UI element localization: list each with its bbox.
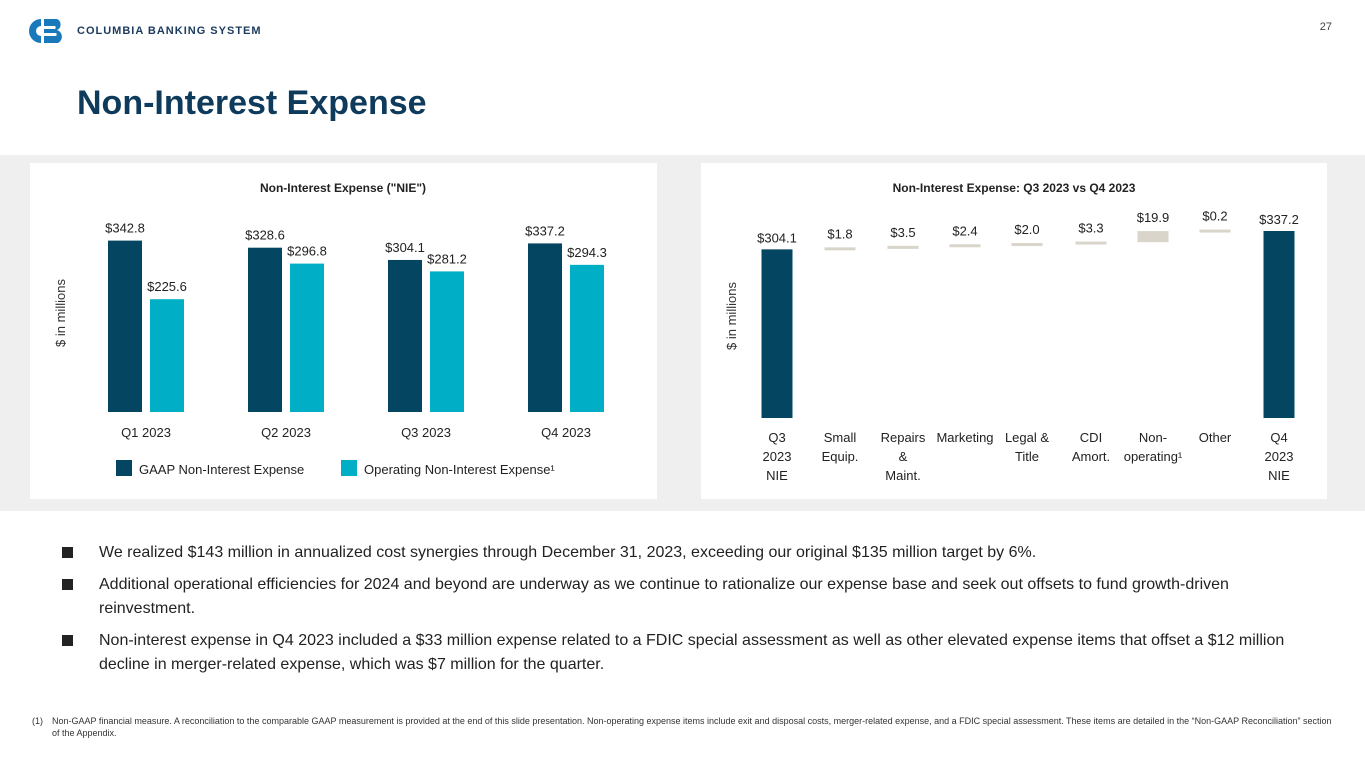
bullet-text: We realized $143 million in annualized c… (99, 544, 1037, 561)
bullet-square-icon (62, 635, 73, 646)
bar-change (1199, 229, 1231, 233)
x-tick-label: Q1 2023 (121, 425, 171, 440)
bar-operating (150, 299, 184, 412)
x-tick-label: Q2 2023 (261, 425, 311, 440)
bar-gaap (528, 243, 562, 412)
bar-change (949, 244, 981, 248)
bullet-text: Additional operational efficiencies for … (99, 576, 1229, 617)
data-label: $304.1 (757, 230, 797, 245)
legend-label-gaap: GAAP Non-Interest Expense (139, 462, 304, 477)
waterfall-chart-panel: Non-Interest Expense: Q3 2023 vs Q4 2023… (701, 163, 1327, 499)
data-label: $304.1 (385, 240, 425, 255)
data-label: $281.2 (427, 251, 467, 266)
data-label: $2.0 (1014, 222, 1039, 237)
legend-swatch-operating (341, 460, 357, 476)
bar-change (1075, 241, 1107, 245)
bullet-item: Non-interest expense in Q4 2023 included… (62, 629, 1322, 677)
bullet-item: We realized $143 million in annualized c… (62, 541, 1322, 565)
bar-gaap (388, 259, 422, 412)
bullet-square-icon (62, 579, 73, 590)
page-number: 27 (1319, 21, 1332, 33)
data-label: $337.2 (1259, 212, 1299, 227)
x-tick-label: CDI (1080, 430, 1102, 445)
footnote: (1) Non-GAAP financial measure. A reconc… (32, 715, 1332, 739)
y-axis-label: $ in millions (53, 279, 68, 347)
bar-operating (430, 271, 464, 412)
chart-title: Non-Interest Expense: Q3 2023 vs Q4 2023 (893, 181, 1136, 195)
page-title: Non-Interest Expense (77, 84, 427, 122)
nie-bar-chart: Non-Interest Expense ("NIE") $ in million… (53, 181, 607, 477)
x-tick-label: Small (824, 430, 857, 445)
cb-logo-icon (29, 19, 62, 43)
bar-total (1263, 231, 1295, 418)
chart-title: Non-Interest Expense ("NIE") (260, 181, 426, 195)
bar-change (887, 245, 919, 249)
nie-waterfall-chart: Non-Interest Expense: Q3 2023 vs Q4 2023… (724, 181, 1299, 483)
x-tick-label: Maint. (885, 468, 920, 483)
data-label: $3.5 (890, 225, 915, 240)
data-label: $1.8 (827, 226, 852, 241)
header-band (0, 0, 1365, 155)
x-tick-label: Non- (1139, 430, 1167, 445)
x-tick-label: Marketing (936, 430, 993, 445)
bullet-list: We realized $143 million in annualized c… (62, 541, 1322, 685)
bar-gaap (248, 247, 282, 412)
x-tick-label: & (899, 449, 908, 464)
footnote-text: Non-GAAP financial measure. A reconcilia… (52, 716, 1332, 738)
legend-label-operating: Operating Non-Interest Expense¹ (364, 462, 555, 477)
x-tick-label: Title (1015, 449, 1039, 464)
x-tick-label: Repairs (881, 430, 926, 445)
footnote-mark: (1) (32, 716, 43, 726)
legend-swatch-gaap (116, 460, 132, 476)
company-name: COLUMBIA BANKING SYSTEM (77, 25, 262, 37)
data-label: $3.3 (1078, 221, 1103, 236)
bullet-square-icon (62, 547, 73, 558)
x-tick-label: Legal & (1005, 430, 1049, 445)
x-tick-label: Equip. (822, 449, 859, 464)
x-tick-label: Q3 2023 (401, 425, 451, 440)
data-label: $294.3 (567, 245, 607, 260)
data-label: $225.6 (147, 279, 187, 294)
data-label: $296.8 (287, 244, 327, 259)
x-tick-label: Q3 (768, 430, 785, 445)
bar-total (761, 249, 793, 418)
bar-change (1011, 243, 1043, 247)
company-logo: COLUMBIA BANKING SYSTEM (25, 16, 262, 46)
x-tick-label: Q4 2023 (541, 425, 591, 440)
data-label: $2.4 (952, 223, 977, 238)
x-tick-label: Other (1199, 430, 1232, 445)
x-tick-label: NIE (766, 468, 788, 483)
x-tick-label: NIE (1268, 468, 1290, 483)
data-label: $19.9 (1137, 210, 1170, 225)
x-tick-label: 2023 (763, 449, 792, 464)
bar-operating (570, 264, 604, 412)
nie-chart-panel: Non-Interest Expense ("NIE") $ in million… (30, 163, 657, 499)
bar-gaap (108, 240, 142, 412)
data-label: $328.6 (245, 228, 285, 243)
bar-operating (290, 263, 324, 412)
y-axis-label: $ in millions (724, 282, 739, 350)
bullet-item: Additional operational efficiencies for … (62, 573, 1322, 621)
bar-change (824, 247, 856, 251)
data-label: $342.8 (105, 221, 145, 236)
bullet-text: Non-interest expense in Q4 2023 included… (99, 632, 1285, 673)
bar-change (1137, 231, 1169, 243)
x-tick-label: operating¹ (1124, 449, 1183, 464)
data-label: $0.2 (1202, 209, 1227, 224)
x-tick-label: Q4 (1270, 430, 1287, 445)
data-label: $337.2 (525, 223, 565, 238)
x-tick-label: 2023 (1265, 449, 1294, 464)
x-tick-label: Amort. (1072, 449, 1110, 464)
